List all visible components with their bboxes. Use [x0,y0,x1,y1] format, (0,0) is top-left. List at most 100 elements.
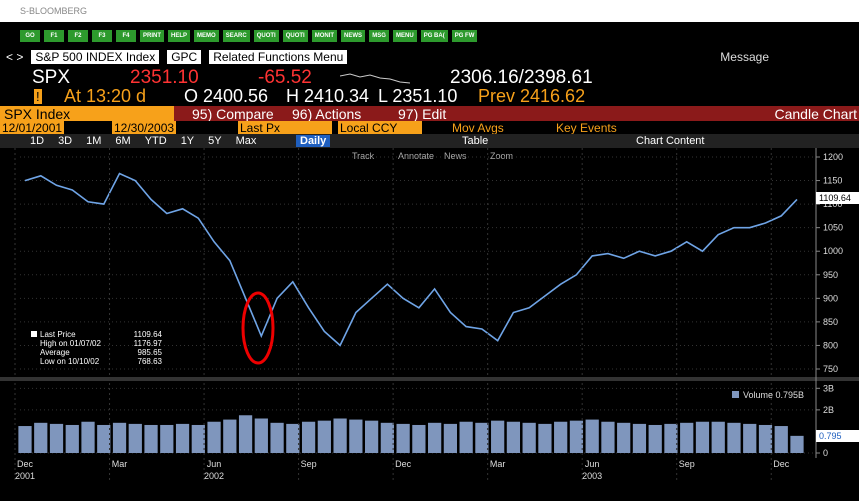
mov-avgs[interactable]: Mov Avgs [452,121,504,134]
function-key[interactable]: F1 [44,30,64,42]
x-tick-label: Sep [301,459,317,469]
period-bar: 1D 3D 1M 6M YTD 1Y 5Y Max Daily Table Chart Con… [0,134,859,148]
table-button[interactable]: Table [462,135,489,147]
last-price: 2351.10 [130,68,199,88]
function-key[interactable]: MEMO [194,30,219,42]
actions-menu[interactable]: 96) Actions [292,106,362,121]
volume-legend: Volume 0.795B [743,390,804,400]
volume-bar [175,423,190,453]
function-key[interactable]: MONIT [311,30,338,42]
volume-bar [680,422,694,453]
volume-bar [475,422,489,453]
period-button[interactable]: 3D [58,135,73,147]
x-year-label: 2002 [204,471,224,481]
message-button[interactable]: Message [720,49,769,64]
field-select[interactable]: Last Px [238,121,332,134]
volume-legend-swatch [732,391,739,398]
chart-tool[interactable]: Annotate [398,151,434,161]
volume-bar [790,435,804,453]
volume-bar [585,419,599,453]
volume-bar [428,422,442,453]
volume-bar [491,420,505,453]
function-key[interactable]: GO [20,30,40,42]
gpc-field[interactable]: GPC [167,49,202,64]
low-price: L 2351.10 [378,87,458,106]
legend-label: Average [40,348,70,357]
legend-label: Low on 10/10/02 [40,357,100,366]
volume-bar [65,424,79,453]
nav-arrows[interactable]: < > [6,49,24,64]
period-button[interactable]: 1D [30,135,45,147]
volume-bar [758,424,773,453]
function-key[interactable]: QUOTI [282,30,308,42]
start-date[interactable]: 12/01/2001 [0,121,65,134]
net-change: -65.52 [258,68,312,88]
security-bar: < > S&P 500 INDEX Index GPC Related Func… [0,48,859,65]
x-tick-label: Dec [395,459,412,469]
edit-menu[interactable]: 97) Edit [398,106,447,121]
period-button[interactable]: 6M [115,135,131,147]
alert-icon[interactable]: ! [34,89,42,104]
title-bar: S-BLOOMBERG [0,0,859,22]
last-price-tag [816,192,859,204]
y-tick-label: 3B [823,383,834,393]
volume-bar [301,421,316,453]
legend-value: 1109.64 [134,330,163,339]
chart-tool[interactable]: Zoom [490,151,513,161]
period-button[interactable]: 1M [86,135,102,147]
y-tick-label: 750 [823,364,838,374]
period-button[interactable]: 1Y [180,135,195,147]
open-price: O 2400.56 [184,87,269,106]
volume-bar [396,423,410,453]
volume-bar [270,422,284,453]
function-key[interactable]: QUOTI [253,30,279,42]
x-tick-label: Mar [490,459,506,469]
volume-tag-label: 0.795 [819,431,842,441]
volume-bar [380,422,394,453]
compare-menu[interactable]: 95) Compare [192,106,274,121]
key-events[interactable]: Key Events [556,121,617,134]
volume-bar [522,422,536,453]
chart-tool[interactable]: Track [352,151,375,161]
chart: Track Annotate News Zoom 750 800 850 900 950 1000… [0,148,859,483]
end-date[interactable]: 12/30/2003 [112,121,177,134]
function-key[interactable]: F2 [68,30,88,42]
function-key[interactable]: F3 [92,30,112,42]
related-menu[interactable]: Related Functions Menu [209,49,348,64]
currency-select[interactable]: Local CCY [338,121,422,134]
function-menu: SPX Index 95) Compare 96) Actions 97) Ed… [0,106,859,121]
chart-type: Candle Chart [774,106,858,121]
legend-value: 1176.97 [134,339,163,348]
function-key[interactable]: MSG [369,30,390,42]
x-tick-label: Mar [112,459,128,469]
function-key[interactable]: PG FW [451,30,478,42]
function-key[interactable]: NEWS [341,30,366,42]
volume-bar [207,421,221,453]
function-key[interactable]: SEARC [222,30,250,42]
frequency[interactable]: Daily [296,135,331,147]
period-button[interactable]: Max [235,135,257,147]
chart-tool[interactable]: News [444,151,467,161]
quote-detail: ! At 13:20 d O 2400.56 H 2410.34 L 2351.… [0,87,859,106]
legend-label: Last Price [40,330,76,339]
period-button[interactable]: 5Y [208,135,222,147]
y-tick-label: 850 [823,317,838,327]
y-tick-label: 1150 [823,176,842,186]
y-tick-label: 900 [823,293,838,303]
volume-bar [160,424,174,453]
ticker: SPX [32,68,71,88]
security-field[interactable]: S&P 500 INDEX Index [31,49,160,64]
function-key[interactable]: HELP [168,30,191,42]
prev-close: Prev 2416.62 [478,87,586,106]
function-key[interactable]: PRINT [140,30,164,42]
x-tick-label: Dec [773,459,790,469]
volume-bar [632,423,647,453]
period-button[interactable]: YTD [144,135,167,147]
volume-bar [774,426,788,453]
chart-content[interactable]: Chart Content [636,135,705,147]
function-key[interactable]: PG BA( [420,30,448,42]
y-tick-label: 1050 [823,223,843,233]
function-key[interactable]: MENU [393,30,417,42]
function-key[interactable]: F4 [116,30,136,42]
